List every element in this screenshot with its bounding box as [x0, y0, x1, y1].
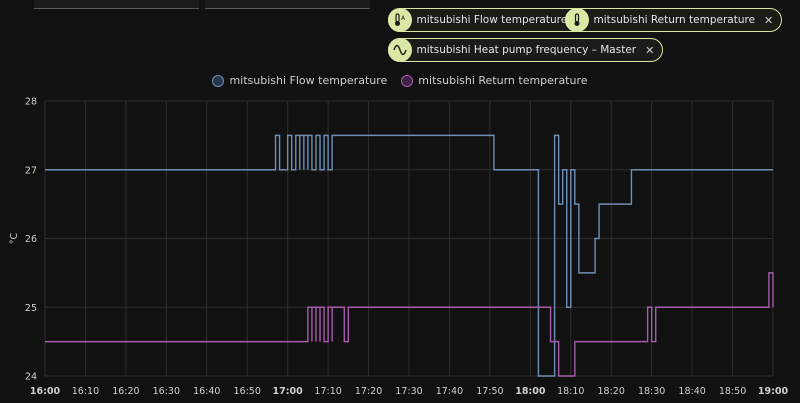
svg-text:A: A	[401, 15, 406, 22]
x-tick-label: 16:20	[112, 386, 139, 397]
series-line-flow	[45, 134, 773, 377]
legend-item-flow[interactable]: mitsubishi Flow temperature	[212, 74, 387, 87]
y-tick-label: 25	[25, 303, 37, 314]
y-tick-label: 24	[25, 372, 37, 383]
x-tick-label: 17:20	[355, 386, 382, 397]
thermometer-icon	[564, 8, 589, 32]
x-tick-label: 16:30	[153, 386, 180, 397]
chip-return-temperature[interactable]: mitsubishi Return temperature ✕	[564, 8, 783, 32]
close-icon[interactable]: ✕	[764, 13, 774, 27]
entity-field-2[interactable]	[205, 0, 370, 9]
series-line-return	[45, 272, 774, 377]
x-tick-label: 16:50	[234, 386, 261, 397]
x-tick-label: 17:10	[314, 386, 341, 397]
legend-swatch-return	[401, 74, 414, 87]
y-tick-label: 28	[25, 97, 37, 108]
x-tick-label: 18:10	[557, 386, 584, 397]
chip-label: mitsubishi Flow temperature	[416, 14, 568, 26]
x-tick-label: 18:00	[515, 386, 546, 397]
x-tick-label: 17:00	[273, 386, 304, 397]
chip-label: mitsubishi Heat pump frequency – Master	[416, 44, 637, 56]
chip-label: mitsubishi Return temperature	[593, 14, 756, 26]
x-tick-label: 16:10	[72, 386, 99, 397]
legend-item-return[interactable]: mitsubishi Return temperature	[401, 74, 588, 87]
x-tick-label: 16:40	[193, 386, 220, 397]
x-tick-label: 17:40	[436, 386, 463, 397]
legend-label-flow: mitsubishi Flow temperature	[229, 74, 388, 87]
x-tick-label: 16:00	[30, 386, 61, 397]
thermometer-a-icon: A	[387, 8, 412, 32]
y-axis-label: °C	[9, 232, 20, 244]
legend-label-return: mitsubishi Return temperature	[418, 74, 588, 87]
entity-field-1[interactable]	[34, 0, 199, 9]
x-tick-label: 18:40	[678, 386, 705, 397]
y-tick-label: 26	[25, 234, 37, 245]
legend-swatch-flow	[212, 74, 225, 87]
y-tick-label: 27	[25, 165, 37, 176]
x-tick-label: 19:00	[758, 386, 789, 397]
chart-legend: mitsubishi Flow temperature mitsubishi R…	[0, 74, 800, 87]
x-tick-label: 17:30	[395, 386, 422, 397]
close-icon[interactable]: ✕	[645, 43, 655, 57]
x-tick-label: 17:50	[476, 386, 503, 397]
x-tick-label: 18:30	[638, 386, 665, 397]
chip-heat-pump-frequency[interactable]: mitsubishi Heat pump frequency – Master …	[387, 38, 664, 62]
x-tick-label: 18:20	[598, 386, 625, 397]
x-tick-label: 18:50	[719, 386, 746, 397]
sine-wave-icon	[387, 38, 412, 62]
